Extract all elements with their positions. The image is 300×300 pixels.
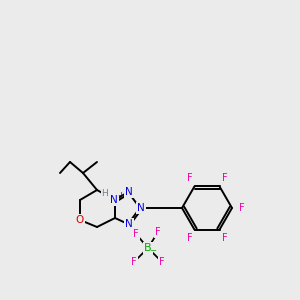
Text: F: F <box>222 173 227 183</box>
Text: H: H <box>102 188 108 197</box>
Text: +: + <box>118 190 124 200</box>
Text: N: N <box>125 187 133 197</box>
Text: F: F <box>187 173 192 183</box>
Text: F: F <box>239 203 245 213</box>
Text: F: F <box>159 257 165 267</box>
Text: O: O <box>76 215 84 225</box>
Text: F: F <box>187 233 192 243</box>
Text: −: − <box>149 247 157 256</box>
Text: B: B <box>144 243 152 253</box>
Text: N: N <box>137 203 145 213</box>
Text: F: F <box>131 257 137 267</box>
Text: F: F <box>155 227 161 237</box>
Text: N: N <box>110 195 118 205</box>
Text: N: N <box>125 219 133 229</box>
Text: F: F <box>222 233 227 243</box>
Text: F: F <box>133 229 139 239</box>
